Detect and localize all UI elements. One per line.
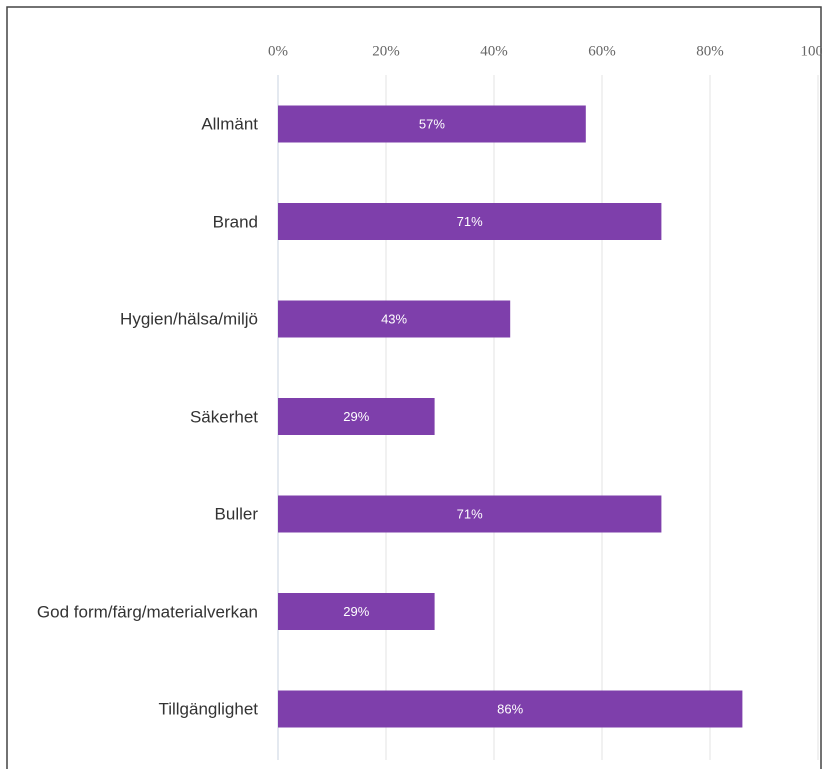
x-tick-label: 40%	[480, 43, 508, 59]
y-tick-label: God form/färg/materialverkan	[36, 602, 258, 621]
bar	[278, 300, 511, 338]
y-tick-label: Hygien/hälsa/miljö	[120, 309, 258, 329]
bar	[278, 690, 743, 728]
y-tick-label: Allmänt	[201, 114, 258, 134]
data-label: 71%	[457, 506, 483, 521]
data-label: 57%	[419, 116, 445, 131]
data-label: 43%	[381, 311, 407, 326]
y-tick-label: Buller	[214, 504, 258, 524]
bar	[278, 203, 662, 240]
y-tick-label: Säkerhet	[189, 407, 258, 426]
bar	[278, 593, 435, 630]
y-tick-label: Brand	[212, 212, 258, 231]
y-tick-label: Tillgänglighet	[158, 699, 258, 719]
x-tick-label: 20%	[372, 43, 400, 59]
data-label: 86%	[497, 701, 523, 716]
x-tick-label: 80%	[696, 43, 724, 59]
data-label: 71%	[457, 214, 483, 229]
bar	[278, 495, 662, 533]
data-label: 29%	[343, 409, 369, 424]
data-label: 29%	[343, 604, 369, 619]
frame	[6, 6, 822, 769]
x-tick-label: 0%	[268, 43, 288, 59]
bar	[278, 105, 586, 143]
bar	[278, 398, 435, 435]
x-tick-label: 100%	[801, 43, 822, 59]
x-tick-label: 60%	[588, 43, 616, 59]
